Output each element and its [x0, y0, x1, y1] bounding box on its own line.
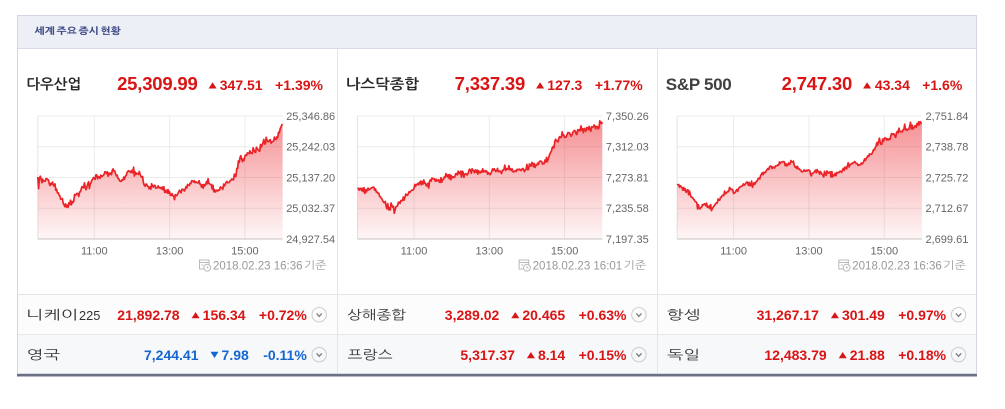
- svg-text:S&P 500: S&P 500: [666, 75, 732, 94]
- svg-text:347.51: 347.51: [220, 77, 263, 93]
- svg-text:2018.02.23 16:36: 2018.02.23 16:36: [213, 260, 303, 272]
- svg-text:156.34: 156.34: [203, 307, 246, 323]
- svg-text:3,289.02: 3,289.02: [445, 307, 500, 323]
- svg-text:+0.97%: +0.97%: [898, 307, 946, 323]
- svg-text:21,892.78: 21,892.78: [117, 307, 179, 323]
- svg-text:43.34: 43.34: [875, 77, 910, 93]
- svg-text:7,197.35: 7,197.35: [606, 234, 649, 246]
- svg-text:+0.72%: +0.72%: [259, 307, 307, 323]
- svg-text:15:00: 15:00: [231, 246, 259, 258]
- svg-text:25,137.20: 25,137.20: [286, 172, 335, 184]
- svg-text:+1.39%: +1.39%: [275, 77, 323, 93]
- svg-text:13:00: 13:00: [156, 246, 184, 258]
- svg-text:25,346.86: 25,346.86: [286, 111, 335, 123]
- svg-text:25,309.99: 25,309.99: [117, 73, 198, 94]
- svg-text:2,747.30: 2,747.30: [782, 73, 852, 94]
- svg-text:7,273.81: 7,273.81: [606, 172, 649, 184]
- svg-text:5,317.37: 5,317.37: [460, 347, 515, 363]
- svg-text:8.14: 8.14: [538, 347, 565, 363]
- svg-text:15:00: 15:00: [871, 246, 899, 258]
- svg-text:21.88: 21.88: [850, 347, 885, 363]
- svg-text:13:00: 13:00: [476, 246, 504, 258]
- svg-text:7.98: 7.98: [222, 347, 249, 363]
- svg-text:2018.02.23 16:01: 2018.02.23 16:01: [533, 260, 623, 272]
- svg-text:7,244.41: 7,244.41: [144, 347, 199, 363]
- svg-text:20.465: 20.465: [522, 307, 565, 323]
- svg-text:12,483.79: 12,483.79: [764, 347, 826, 363]
- svg-text:2,751.84: 2,751.84: [926, 111, 969, 123]
- svg-text:2,738.78: 2,738.78: [926, 142, 969, 154]
- svg-text:7,235.58: 7,235.58: [606, 203, 649, 215]
- svg-text:+0.63%: +0.63%: [579, 307, 627, 323]
- svg-text:301.49: 301.49: [842, 307, 885, 323]
- svg-text:11:00: 11:00: [720, 246, 747, 258]
- svg-text:2,712.67: 2,712.67: [926, 203, 969, 215]
- svg-text:+1.6%: +1.6%: [922, 77, 963, 93]
- svg-text:127.3: 127.3: [547, 77, 582, 93]
- svg-text:7,312.03: 7,312.03: [606, 142, 649, 154]
- svg-text:2018.02.23 16:36: 2018.02.23 16:36: [852, 260, 942, 272]
- svg-text:2,699.61: 2,699.61: [926, 234, 969, 246]
- svg-text:2,725.72: 2,725.72: [926, 172, 969, 184]
- svg-text:+0.15%: +0.15%: [579, 347, 627, 363]
- svg-text:7,350.26: 7,350.26: [606, 111, 649, 123]
- svg-text:-0.11%: -0.11%: [263, 347, 307, 363]
- svg-text:25,242.03: 25,242.03: [286, 142, 335, 154]
- svg-text:+1.77%: +1.77%: [595, 77, 643, 93]
- svg-text:11:00: 11:00: [81, 246, 108, 258]
- svg-text:15:00: 15:00: [551, 246, 579, 258]
- svg-text:31,267.17: 31,267.17: [757, 307, 819, 323]
- svg-text:13:00: 13:00: [795, 246, 823, 258]
- svg-text:11:00: 11:00: [401, 246, 428, 258]
- svg-text:+0.18%: +0.18%: [898, 347, 946, 363]
- svg-text:25,032.37: 25,032.37: [286, 203, 335, 215]
- svg-text:7,337.39: 7,337.39: [455, 73, 525, 94]
- svg-text:225: 225: [79, 308, 100, 323]
- svg-text:24,927.54: 24,927.54: [286, 234, 335, 246]
